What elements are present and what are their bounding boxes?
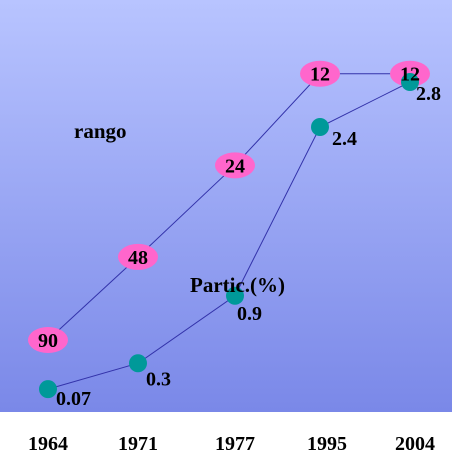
rank-marker <box>215 152 255 179</box>
participation-marker <box>401 73 419 91</box>
participation-label: 0.07 <box>56 388 91 410</box>
x-tick-label: 1964 <box>28 433 68 455</box>
rank-marker <box>118 243 158 270</box>
participation-marker <box>311 118 329 136</box>
x-tick-label: 1995 <box>307 433 347 455</box>
series-name-partic: Partic.(%) <box>190 273 285 297</box>
rank-label: 12 <box>310 64 330 86</box>
participation-label: 0.3 <box>146 368 171 390</box>
x-axis: 1964 1971 1977 1995 2004 <box>28 433 435 455</box>
plot-background <box>0 0 452 412</box>
participation-marker <box>129 354 147 373</box>
participation-label: 0.9 <box>237 303 262 325</box>
series-name-rango: rango <box>74 119 127 143</box>
series-markers <box>28 60 430 399</box>
rank-label: 90 <box>38 330 58 352</box>
rank-label: 12 <box>400 64 420 86</box>
x-tick-label: 2004 <box>395 433 435 455</box>
x-tick-label: 1971 <box>118 433 158 455</box>
participation-marker <box>226 286 244 305</box>
rank-label: 24 <box>225 155 245 177</box>
participation-label: 2.8 <box>416 83 441 105</box>
rank-marker <box>300 60 340 87</box>
x-tick-label: 1977 <box>215 433 255 455</box>
rank-label: 48 <box>128 247 148 269</box>
rank-marker <box>28 327 68 353</box>
participation-marker <box>39 380 57 399</box>
series-labels: 90 48 24 12 12 0.07 0.3 0.9 2.4 2.8 rango Partic.(%… <box>38 64 441 410</box>
participation-label: 2.4 <box>332 128 357 150</box>
